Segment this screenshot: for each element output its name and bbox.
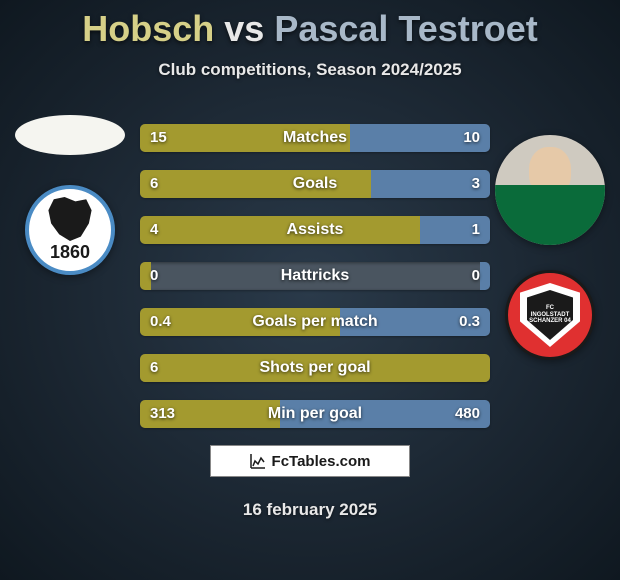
stat-value-right: 1: [472, 216, 480, 244]
chart-icon: [250, 453, 266, 469]
stat-bar-row: Hattricks0 0: [140, 262, 490, 290]
player2-club-badge: FC INGOLSTADT SCHANZER 04: [505, 270, 595, 360]
player2-avatar: [495, 135, 605, 245]
title-player1: Hobsch: [82, 8, 214, 49]
stat-bar-row: Goals6 3: [140, 170, 490, 198]
stat-value-left: 0.4: [150, 308, 171, 336]
stat-label: Goals per match: [140, 308, 490, 336]
shield-icon: FC INGOLSTADT SCHANZER 04: [520, 283, 580, 347]
club-inner-label: FC INGOLSTADT SCHANZER 04: [527, 290, 573, 340]
stat-value-left: 6: [150, 170, 158, 198]
avatar-jersey-icon: [495, 185, 605, 245]
stat-value-left: 15: [150, 124, 167, 152]
left-column: 1860: [10, 115, 130, 275]
stat-label: Min per goal: [140, 400, 490, 428]
stat-bar-row: Goals per match0.4 0.3: [140, 308, 490, 336]
title-player2: Pascal Testroet: [274, 8, 537, 49]
stat-value-left: 4: [150, 216, 158, 244]
stat-label: Hattricks: [140, 262, 490, 290]
stat-value-right: 0: [472, 262, 480, 290]
player1-club-badge: 1860: [25, 185, 115, 275]
stat-value-right: 480: [455, 400, 480, 428]
stat-label: Assists: [140, 216, 490, 244]
lion-icon: [43, 197, 97, 241]
stat-value-right: 3: [472, 170, 480, 198]
footer-date: 16 february 2025: [243, 500, 377, 520]
footer-logo: FcTables.com: [210, 445, 410, 477]
stat-label: Shots per goal: [140, 354, 490, 382]
stat-label: Matches: [140, 124, 490, 152]
stat-bar-row: Matches15 10: [140, 124, 490, 152]
stat-bar-row: Min per goal313 480: [140, 400, 490, 428]
stat-label: Goals: [140, 170, 490, 198]
page-title: Hobsch vs Pascal Testroet: [0, 0, 620, 50]
right-column: FC INGOLSTADT SCHANZER 04: [490, 135, 610, 360]
club-year-label: 1860: [50, 242, 90, 263]
player1-avatar-placeholder: [15, 115, 125, 155]
stat-value-right: 10: [463, 124, 480, 152]
title-vs: vs: [224, 8, 264, 49]
stats-bars: Matches1510Goals63Assists41Hattricks00Go…: [140, 124, 490, 428]
stat-value-left: 313: [150, 400, 175, 428]
stat-value-right: 0.3: [459, 308, 480, 336]
stat-value-left: 6: [150, 354, 158, 382]
stat-bar-row: Shots per goal6: [140, 354, 490, 382]
footer-logo-text: FcTables.com: [272, 453, 371, 470]
stat-value-left: 0: [150, 262, 158, 290]
stat-bar-row: Assists4 1: [140, 216, 490, 244]
subtitle: Club competitions, Season 2024/2025: [0, 60, 620, 80]
